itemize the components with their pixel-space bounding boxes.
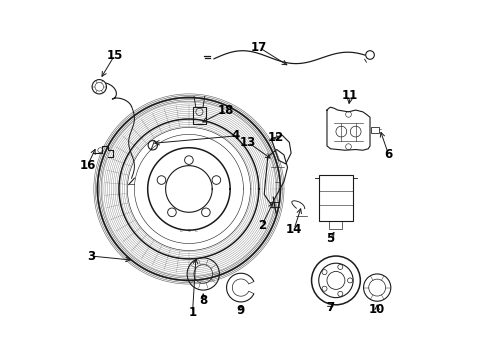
Text: 14: 14 <box>285 223 302 236</box>
Text: 7: 7 <box>326 301 334 314</box>
Bar <box>329 221 342 229</box>
Bar <box>370 127 378 133</box>
Text: c: c <box>195 228 198 233</box>
Text: 17: 17 <box>250 41 266 54</box>
Text: 11: 11 <box>342 89 358 102</box>
Text: c: c <box>180 228 183 233</box>
Text: 1: 1 <box>188 306 196 319</box>
Text: 16: 16 <box>79 159 96 172</box>
Text: 10: 10 <box>368 303 385 316</box>
Text: 8: 8 <box>199 294 207 307</box>
Bar <box>318 175 352 221</box>
Bar <box>193 107 205 124</box>
Text: 12: 12 <box>267 131 284 144</box>
Text: 15: 15 <box>106 49 122 62</box>
Text: 3: 3 <box>87 249 95 262</box>
Text: 18: 18 <box>217 104 234 117</box>
Text: 9: 9 <box>236 305 244 318</box>
Text: 13: 13 <box>240 136 256 149</box>
Text: 5: 5 <box>326 231 334 244</box>
Text: 4: 4 <box>231 129 240 143</box>
Text: 2: 2 <box>257 219 265 232</box>
Text: 6: 6 <box>384 148 392 161</box>
Text: c: c <box>187 229 190 233</box>
